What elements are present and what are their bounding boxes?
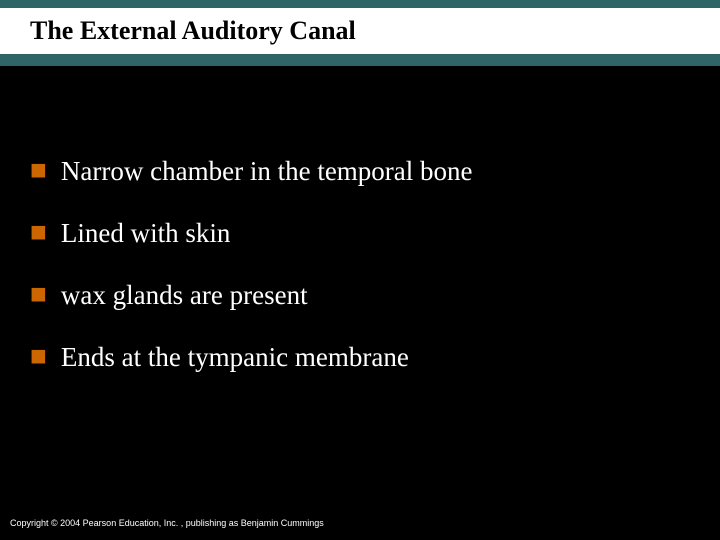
list-item: ■ wax glands are present xyxy=(30,280,690,310)
bullet-icon: ■ xyxy=(30,156,47,184)
header-band: The External Auditory Canal xyxy=(0,0,720,66)
header-top-stripe xyxy=(0,0,720,8)
bullet-list: ■ Narrow chamber in the temporal bone ■ … xyxy=(30,156,690,372)
slide-title: The External Auditory Canal xyxy=(30,16,356,46)
header-title-area: The External Auditory Canal xyxy=(0,8,720,54)
header-bottom-stripe xyxy=(0,54,720,66)
list-item: ■ Lined with skin xyxy=(30,218,690,248)
list-item: ■ Narrow chamber in the temporal bone xyxy=(30,156,690,186)
list-item: ■ Ends at the tympanic membrane xyxy=(30,342,690,372)
bullet-icon: ■ xyxy=(30,342,47,370)
bullet-icon: ■ xyxy=(30,280,47,308)
copyright-footer: Copyright © 2004 Pearson Education, Inc.… xyxy=(10,518,324,528)
content-area: ■ Narrow chamber in the temporal bone ■ … xyxy=(0,66,720,372)
bullet-icon: ■ xyxy=(30,218,47,246)
bullet-text: Lined with skin xyxy=(61,218,231,248)
bullet-text: Ends at the tympanic membrane xyxy=(61,342,409,372)
bullet-text: wax glands are present xyxy=(61,280,308,310)
bullet-text: Narrow chamber in the temporal bone xyxy=(61,156,473,186)
